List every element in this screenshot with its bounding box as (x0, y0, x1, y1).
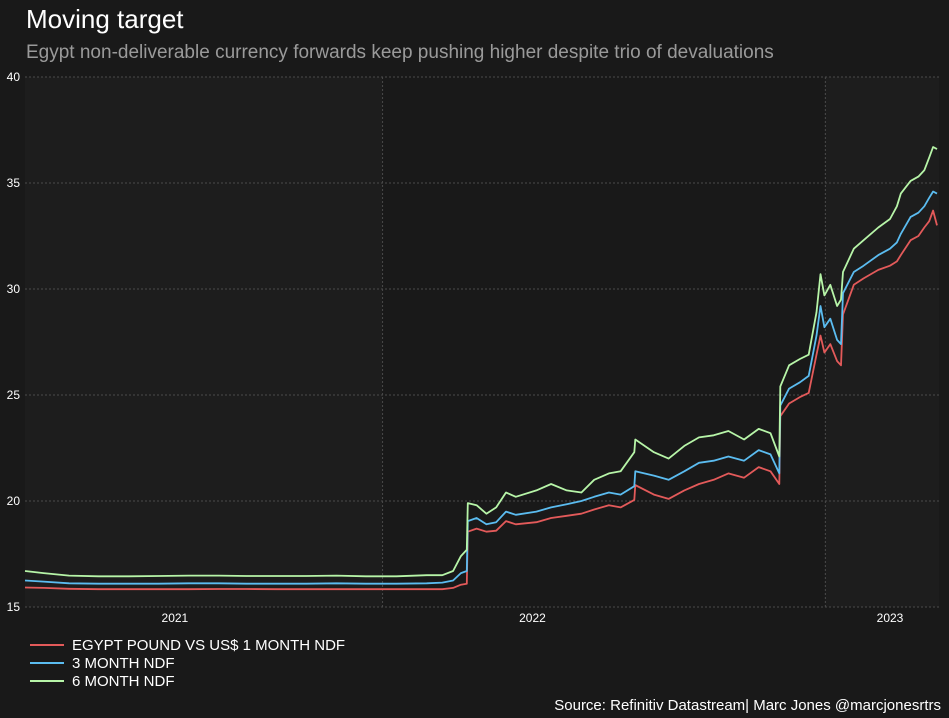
y-tick-label: 35 (7, 176, 21, 190)
legend-swatch-6m (30, 680, 64, 682)
legend-item-6m: 6 MONTH NDF (30, 672, 345, 690)
legend-label-1m: EGYPT POUND VS US$ 1 MONTH NDF (72, 636, 346, 654)
y-tick-label: 40 (7, 70, 21, 84)
x-tick-label: 2021 (162, 611, 189, 625)
chart-subtitle: Egypt non-deliverable currency forwards … (26, 42, 774, 63)
chart-title: Moving target (26, 4, 184, 34)
x-tick-label: 2023 (877, 611, 904, 625)
y-tick-label: 30 (7, 282, 21, 296)
series-line-1 (24, 209, 938, 591)
x-tick-label: 2022 (519, 611, 546, 625)
series-line-2 (24, 190, 938, 585)
legend-swatch-3m (30, 662, 64, 664)
legend-label-6m: 6 MONTH NDF (72, 672, 175, 690)
legend-swatch-1m (30, 644, 64, 646)
series-line-3 (24, 146, 938, 578)
legend-item-3m: 3 MONTH NDF (30, 654, 345, 672)
chart-legend: EGYPT POUND VS US$ 1 MONTH NDF 3 MONTH N… (30, 636, 345, 690)
plot-band (25, 77, 383, 607)
y-tick-label: 25 (7, 388, 21, 402)
y-tick-label: 15 (7, 600, 21, 614)
legend-item-1m: EGYPT POUND VS US$ 1 MONTH NDF (30, 636, 345, 654)
y-tick-label: 20 (7, 494, 21, 508)
plot-band (825, 77, 939, 607)
source-note: Source: Refinitiv Datastream| Marc Jones… (554, 697, 941, 714)
legend-label-3m: 3 MONTH NDF (72, 654, 175, 672)
